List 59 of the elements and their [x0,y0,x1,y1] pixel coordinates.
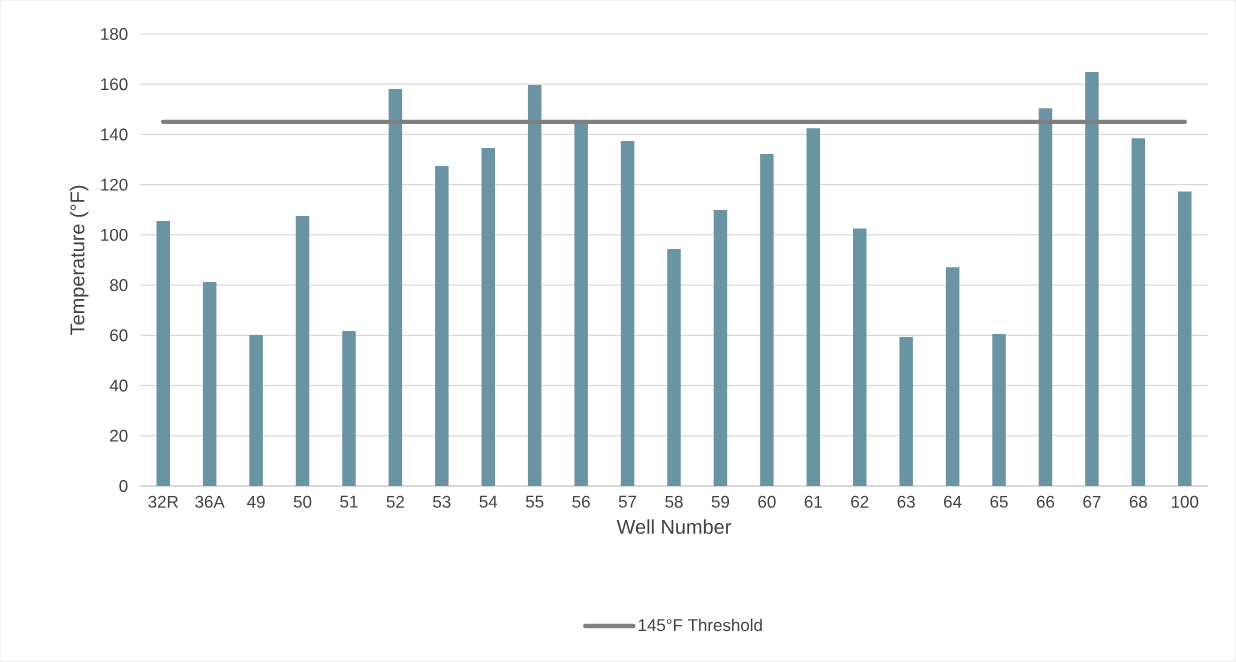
bar [295,216,310,486]
bar [667,248,681,486]
x-tick-label: 50 [293,495,312,508]
x-tick-label: 57 [618,495,637,508]
bar [899,337,913,486]
x-tick-label: 64 [944,495,962,508]
y-tick-label: 20 [110,429,128,442]
x-tick-label: 58 [665,495,683,508]
bar [945,267,960,486]
x-tick-label: 52 [386,495,404,508]
y-tick-label: 160 [101,78,128,91]
bar [435,166,449,486]
bar [1131,138,1146,486]
bar [1038,108,1053,486]
bar [388,88,403,486]
bar [481,147,496,486]
x-tick-label: 36A [195,495,225,508]
x-tick-label: 60 [758,495,776,508]
x-tick-label: 65 [990,495,1008,508]
x-tick-label: 32R [148,495,178,508]
bar [527,84,542,486]
x-axis-title: Well Number [616,519,732,534]
bar [713,210,728,486]
bar [202,282,217,486]
x-tick-label: 63 [897,495,915,508]
legend-label: 145°F Threshold [638,618,762,632]
bar [852,228,867,486]
bar [156,221,170,486]
x-tick-label: 51 [340,495,358,508]
y-tick-label: 100 [101,228,128,241]
bar [574,121,588,486]
y-tick-label: 0 [119,479,128,492]
x-tick-label: 67 [1083,495,1101,508]
y-tick-label: 60 [110,329,128,342]
x-tick-label: 49 [247,495,265,508]
bar [1085,71,1099,486]
x-tick-label: 59 [711,495,730,508]
x-tick-label: 66 [1036,495,1055,508]
x-tick-label: 61 [804,495,822,508]
y-tick-label: 80 [110,279,128,292]
x-tick-label: 56 [572,495,590,508]
y-tick-label: 140 [101,128,128,141]
y-tick-label: 120 [101,178,128,191]
x-tick-label: 53 [433,495,451,508]
x-tick-label: 68 [1129,495,1148,508]
x-tick-label: 55 [525,495,544,508]
y-tick-label: 40 [109,379,128,392]
bar [992,334,1006,486]
bar [1178,191,1192,486]
bar [620,140,635,486]
bar [760,154,774,486]
x-tick-label: 54 [479,495,498,508]
bar [342,331,356,486]
x-tick-label: 100 [1171,495,1199,508]
bar [249,335,263,486]
y-axis-title: Temperature (°F) [69,185,89,335]
bar [806,128,821,486]
x-tick-label: 62 [851,495,869,508]
y-tick-label: 180 [101,27,128,40]
